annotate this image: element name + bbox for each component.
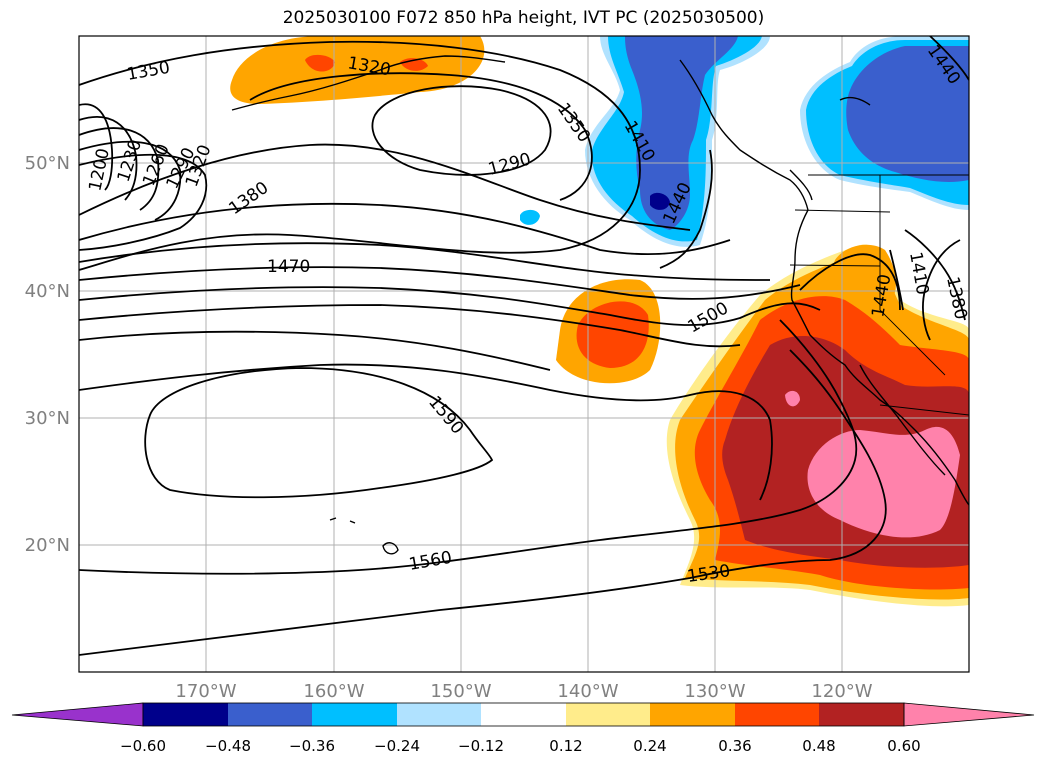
contour-1350 — [79, 40, 641, 271]
colorbar-bin-8 — [735, 703, 819, 726]
contour-1320-west — [79, 153, 208, 251]
ivt-fill-alaska-blue — [625, 36, 738, 230]
latitude-labels: 50°N 40°N 30°N 20°N — [25, 153, 70, 556]
border-us-mexico — [879, 404, 969, 416]
colorbar — [11, 702, 1035, 727]
contour-1260 — [79, 127, 160, 211]
colorbar-bin-2 — [228, 703, 312, 726]
coastlines — [231, 55, 969, 555]
lon-label-120w: 120°W — [811, 681, 872, 702]
contour-1410-inland — [889, 249, 904, 311]
colorbar-bin-7 — [650, 703, 735, 726]
coastline-alaska-panhandle — [679, 59, 809, 211]
ivt-fill-california-pink-2 — [785, 390, 800, 407]
coastline-vancouver-island — [789, 169, 813, 201]
colorbar-tick-neg036: −0.36 — [289, 737, 335, 755]
colorbar-bin-9 — [819, 703, 904, 726]
colorbar-tick-012: 0.12 — [549, 737, 582, 755]
ivt-fill-canada-blue — [846, 46, 969, 183]
contour-1410 — [79, 202, 731, 255]
colorbar-frame — [142, 702, 905, 727]
map-frame — [78, 35, 970, 673]
ivt-fill-north-pacific-red — [305, 54, 335, 72]
colorbar-tick-neg048: −0.48 — [205, 737, 251, 755]
coastline-hawaii — [329, 517, 399, 555]
contour-1470 — [79, 266, 801, 300]
ivt-fill-california-pink — [807, 426, 960, 538]
borders — [789, 174, 969, 416]
coastline-baja — [859, 364, 946, 476]
colorbar-tick-036: 0.36 — [718, 737, 751, 755]
contour-1440 — [79, 242, 771, 281]
lat-label-30n: 30°N — [25, 408, 70, 429]
ivt-fill-north-pacific-orange — [230, 36, 485, 104]
contour-1530-south — [79, 349, 887, 656]
contour-1590 — [144, 367, 494, 499]
colorbar-tick-neg060: −0.60 — [120, 737, 166, 755]
lon-label-130w: 130°W — [684, 681, 745, 702]
colorbar-bin-5 — [481, 703, 566, 726]
contour-1530 — [79, 330, 551, 371]
contour-1290-closed — [371, 85, 552, 176]
colorbar-extend-low — [11, 702, 144, 727]
colorbar-bin-6 — [566, 703, 650, 726]
coastline-canada-bay — [839, 96, 871, 106]
lon-label-170w: 170°W — [175, 681, 236, 702]
colorbar-tick-024: 0.24 — [633, 737, 666, 755]
map-panel: 1350 1320 1200 1230 1260 1290 1320 1380 … — [79, 36, 969, 672]
contour-1500-south — [79, 363, 773, 501]
colorbar-tick-060: 0.60 — [887, 737, 920, 755]
map-title: 2025030100 F072 850 hPa height, IVT PC (… — [282, 8, 765, 28]
contour-1320-lower — [249, 72, 593, 201]
lat-label-20n: 20°N — [25, 535, 70, 556]
colorbar-tick-neg024: −0.24 — [374, 737, 420, 755]
lon-label-140w: 140°W — [557, 681, 618, 702]
colorbar-ticks: −0.60 −0.48 −0.36 −0.24 −0.12 0.12 0.24 … — [120, 737, 921, 755]
contour-1200 — [79, 103, 114, 191]
coastline-west — [790, 209, 969, 506]
longitude-labels: 170°W 160°W 150°W 140°W 130°W 120°W — [175, 681, 872, 702]
contour-1500 — [79, 286, 821, 326]
colorbar-tick-neg012: −0.12 — [458, 737, 504, 755]
lon-label-160w: 160°W — [303, 681, 364, 702]
ivt-positive-fills — [230, 36, 969, 607]
colorbar-bin-4 — [397, 703, 481, 726]
lat-label-50n: 50°N — [25, 153, 70, 174]
height-contours — [79, 36, 969, 656]
lon-label-150w: 150°W — [430, 681, 491, 702]
colorbar-extend-high — [903, 702, 1035, 727]
ivt-fill-alaska-navy — [650, 192, 670, 210]
contour-1440-north — [659, 149, 713, 269]
contour-1410-east — [922, 239, 961, 341]
ivt-fill-small-cyan — [520, 209, 540, 225]
colorbar-tick-048: 0.48 — [802, 737, 835, 755]
contour-1440-east — [929, 36, 969, 81]
colorbar-bin-1 — [143, 703, 228, 726]
border-california-nevada — [879, 266, 946, 376]
lat-label-40n: 40°N — [25, 281, 70, 302]
contour-label-1470: 1470 — [267, 257, 310, 277]
contour-1290-west — [79, 140, 182, 221]
colorbar-bin-3 — [312, 703, 397, 726]
contour-1380-east — [904, 229, 966, 321]
border-oregon-california — [789, 264, 881, 267]
graticule — [79, 36, 969, 672]
contour-1380 — [79, 143, 691, 231]
border-washington-oregon — [794, 209, 891, 213]
coastline-alaska — [231, 55, 506, 111]
contour-1530-a — [79, 304, 741, 348]
contour-1440-inland — [799, 253, 901, 311]
contour-1560 — [79, 319, 858, 575]
